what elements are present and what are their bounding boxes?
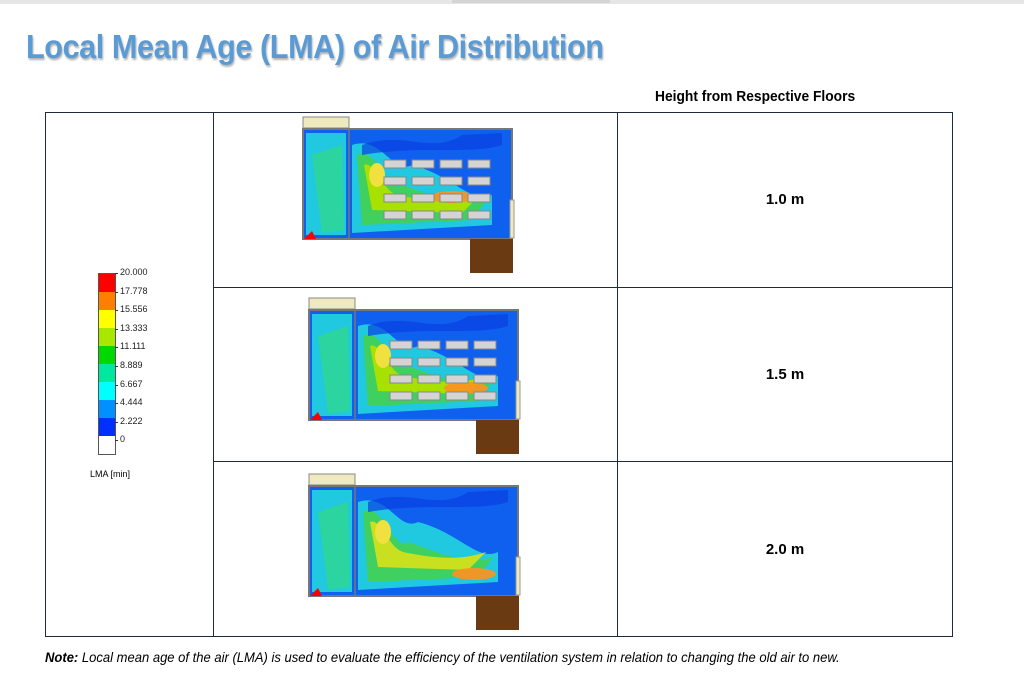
desk bbox=[439, 159, 463, 169]
contour-hotspot bbox=[310, 588, 322, 597]
legend-tick: 8.889 bbox=[115, 360, 143, 370]
desk bbox=[411, 193, 435, 203]
desk bbox=[389, 391, 413, 401]
desk bbox=[411, 159, 435, 169]
desk bbox=[389, 374, 413, 384]
height-label-1: 1.0 m bbox=[617, 112, 953, 288]
legend-colorbar bbox=[98, 273, 116, 455]
legend-swatch bbox=[99, 364, 115, 382]
contour-region bbox=[318, 325, 350, 414]
inlet-duct bbox=[308, 473, 356, 486]
desk bbox=[445, 374, 469, 384]
adjacent-block bbox=[476, 596, 519, 631]
contour-hotspot bbox=[304, 231, 316, 239]
legend-tick: 15.556 bbox=[115, 304, 148, 315]
desk bbox=[417, 391, 441, 401]
desk bbox=[467, 210, 491, 220]
desk bbox=[473, 374, 497, 384]
legend-swatch bbox=[99, 274, 115, 292]
contour-region bbox=[318, 502, 350, 591]
door bbox=[515, 380, 521, 420]
legend-cell: 20.000 17.778 15.556 13.333 11.111 8.889 6.667… bbox=[45, 112, 214, 637]
inlet-duct bbox=[308, 297, 356, 310]
desk bbox=[411, 210, 435, 220]
desk bbox=[383, 176, 407, 186]
height-label-2: 1.5 m bbox=[617, 286, 953, 463]
desk bbox=[383, 159, 407, 169]
desk bbox=[383, 210, 407, 220]
legend-swatch bbox=[99, 346, 115, 364]
adjacent-block bbox=[470, 239, 513, 273]
desk bbox=[411, 176, 435, 186]
height-label-3: 2.0 m bbox=[617, 461, 953, 637]
contour-region bbox=[312, 145, 344, 233]
contour-cell-2 bbox=[213, 286, 618, 463]
tab-indicator bbox=[452, 0, 610, 3]
lma-table: 20.000 17.778 15.556 13.333 11.111 8.889 6.667… bbox=[45, 112, 953, 637]
legend-tick: 13.333 bbox=[115, 322, 148, 333]
legend-tick: 2.222 bbox=[115, 415, 143, 426]
desk bbox=[439, 210, 463, 220]
legend-swatch bbox=[99, 400, 115, 418]
desk bbox=[445, 391, 469, 401]
desk bbox=[389, 340, 413, 350]
note-text: Local mean age of the air (LMA) is used … bbox=[78, 649, 840, 665]
lma-contour-2.0m bbox=[308, 473, 521, 631]
adjacent-block bbox=[476, 419, 519, 454]
legend-tick: 4.444 bbox=[115, 397, 143, 408]
desk bbox=[439, 193, 463, 203]
desk bbox=[473, 340, 497, 350]
contour-hotspot bbox=[369, 163, 385, 187]
desk bbox=[445, 340, 469, 350]
contour-cell-1 bbox=[213, 112, 618, 288]
legend-swatch bbox=[99, 328, 115, 346]
desk bbox=[473, 391, 497, 401]
legend-tick: 6.667 bbox=[115, 378, 143, 389]
legend-tick: 0 bbox=[114, 434, 126, 445]
desk bbox=[439, 176, 463, 186]
desk bbox=[467, 159, 491, 169]
contour-hotspot bbox=[310, 411, 322, 420]
desk bbox=[417, 357, 441, 367]
contour-region bbox=[368, 490, 508, 513]
legend-tick: 11.111 bbox=[115, 341, 146, 352]
contour-hotspot bbox=[452, 568, 496, 581]
contour-hotspot bbox=[375, 343, 391, 368]
contour-region bbox=[370, 521, 486, 571]
contour-cell-3 bbox=[213, 461, 618, 637]
door bbox=[515, 556, 521, 596]
legend-tick: 17.778 bbox=[115, 285, 148, 296]
lma-contour-1.0m bbox=[302, 116, 515, 273]
contour-hotspot bbox=[375, 520, 391, 545]
page-title: Local Mean Age (LMA) of Air Distribution bbox=[26, 28, 604, 65]
inlet-duct bbox=[302, 116, 350, 129]
desk bbox=[417, 374, 441, 384]
note-label: Note: bbox=[45, 649, 79, 665]
legend-swatch bbox=[99, 418, 115, 436]
desk bbox=[467, 176, 491, 186]
contour-hotspot bbox=[444, 381, 488, 394]
legend-unit: LMA [min] bbox=[90, 469, 131, 479]
legend-tick: 20.000 bbox=[115, 267, 148, 277]
window-top-bar bbox=[0, 0, 1024, 4]
legend-swatch bbox=[99, 292, 115, 310]
door bbox=[509, 199, 515, 239]
desk bbox=[389, 357, 413, 367]
desk bbox=[383, 193, 407, 203]
legend-swatch bbox=[99, 310, 115, 328]
note: Note: Local mean age of the air (LMA) is… bbox=[45, 648, 882, 666]
legend-swatch bbox=[99, 382, 115, 400]
lma-contour-1.5m bbox=[308, 297, 521, 454]
contour-region bbox=[362, 133, 502, 155]
desk bbox=[445, 357, 469, 367]
desk bbox=[417, 340, 441, 350]
column-header: Height from Respective Floors bbox=[655, 88, 856, 105]
desk bbox=[473, 357, 497, 367]
contour-region bbox=[368, 313, 508, 336]
desk bbox=[467, 193, 491, 203]
